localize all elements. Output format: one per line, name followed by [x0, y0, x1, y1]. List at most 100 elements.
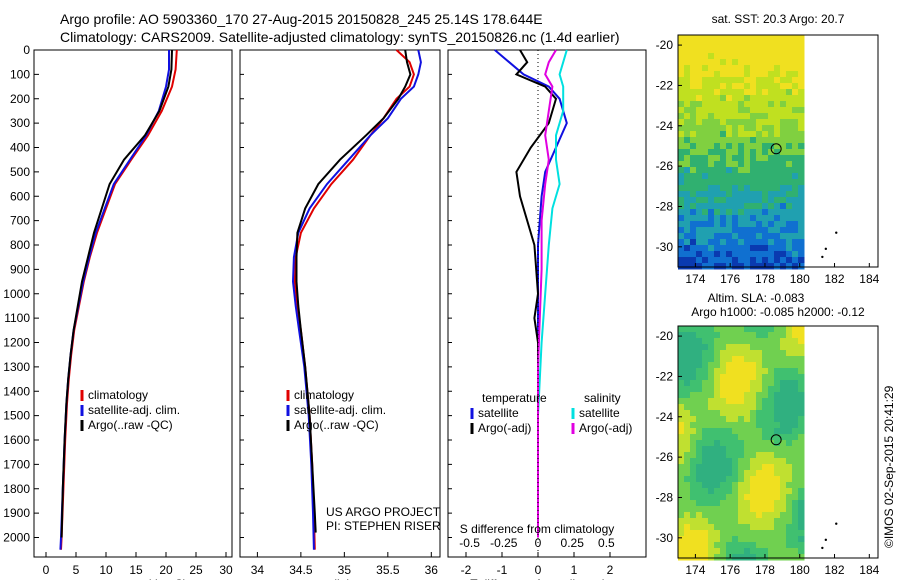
- sst-cell: [780, 107, 787, 114]
- sal-legend-label-1: satellite-adj. clim.: [294, 403, 386, 417]
- sst-cell: [732, 53, 739, 60]
- sla-cell: [732, 446, 739, 453]
- sla-cell: [678, 530, 685, 537]
- temp-x-tick-label: 20: [159, 563, 173, 577]
- sla-cell: [756, 518, 763, 525]
- sst-cell: [744, 47, 751, 54]
- sst-cell: [756, 35, 763, 42]
- sla-cell: [696, 506, 703, 513]
- sla-cell: [786, 524, 793, 531]
- sst-x-tick-label: 174: [685, 272, 705, 286]
- sst-cell: [720, 149, 727, 156]
- sst-cell: [720, 143, 727, 150]
- sst-cell: [726, 161, 733, 168]
- sst-cell: [708, 149, 715, 156]
- sst-cell: [792, 65, 799, 72]
- sla-cell: [690, 392, 697, 399]
- sla-cell: [756, 482, 763, 489]
- temp-y-tick-label: 1700: [3, 457, 30, 471]
- sst-cell: [744, 221, 751, 228]
- temp-y-tick-label: 100: [10, 67, 30, 81]
- sla-cell: [744, 446, 751, 453]
- sla-cell: [702, 380, 709, 387]
- sst-cell: [774, 119, 781, 126]
- sla-cell: [774, 482, 781, 489]
- sst-cell: [714, 77, 721, 84]
- sla-cell: [774, 362, 781, 369]
- sst-cell: [762, 221, 769, 228]
- sla-cell: [732, 434, 739, 441]
- sst-cell: [702, 53, 709, 60]
- sla-cell: [720, 452, 727, 459]
- sst-cell: [738, 221, 745, 228]
- sst-cell: [684, 41, 691, 48]
- sla-cell: [750, 452, 757, 459]
- sla-cell: [786, 356, 793, 363]
- sla-cell: [684, 434, 691, 441]
- sla-cell: [750, 356, 757, 363]
- sla-argo-marker: [770, 434, 782, 446]
- sst-cell: [774, 71, 781, 78]
- sst-cell: [786, 251, 793, 258]
- sst-cell: [708, 185, 715, 192]
- sst-cell: [690, 101, 697, 108]
- sla-cell: [744, 506, 751, 513]
- sst-cell: [738, 119, 745, 126]
- sla-cell: [726, 530, 733, 537]
- sst-cell: [768, 101, 775, 108]
- sst-cell: [684, 149, 691, 156]
- sla-cell: [768, 542, 775, 549]
- sst-cell: [786, 215, 793, 222]
- sst-cell: [792, 203, 799, 210]
- sla-cell: [768, 512, 775, 519]
- sla-map-subtitle: Argo h1000: -0.085 h2000: -0.12: [691, 305, 865, 319]
- sla-cell: [690, 452, 697, 459]
- sla-cell: [702, 386, 709, 393]
- sst-cell: [780, 215, 787, 222]
- sst-cell: [798, 83, 805, 90]
- sla-cell: [756, 470, 763, 477]
- sst-cell: [696, 47, 703, 54]
- sla-cell: [750, 374, 757, 381]
- sla-map-panel: 174 176 178 180 182 184-20-22-24-26-28-30Alti…: [656, 291, 880, 577]
- sla-cell: [696, 416, 703, 423]
- sla-cell: [744, 554, 751, 561]
- sst-cell: [744, 257, 751, 264]
- sla-cell: [714, 362, 721, 369]
- sst-cell: [780, 197, 787, 204]
- sla-cell: [744, 512, 751, 519]
- sst-cell: [774, 47, 781, 54]
- sst-cell: [768, 251, 775, 258]
- sst-cell: [708, 65, 715, 72]
- sst-cell: [726, 131, 733, 138]
- sst-cell: [738, 125, 745, 132]
- sla-cell: [684, 458, 691, 465]
- sla-cell: [774, 332, 781, 339]
- sst-cell: [720, 221, 727, 228]
- sla-cell: [678, 332, 685, 339]
- sla-cell: [744, 398, 751, 405]
- sla-cell: [774, 344, 781, 351]
- sla-cell: [708, 452, 715, 459]
- sla-cell: [696, 392, 703, 399]
- sla-cell: [786, 404, 793, 411]
- sst-cell: [720, 95, 727, 102]
- sla-cell: [696, 326, 703, 333]
- sst-cell: [798, 35, 805, 42]
- sla-x-tick-label: 182: [825, 563, 845, 577]
- sla-cell: [732, 362, 739, 369]
- sla-cell: [720, 392, 727, 399]
- sst-cell: [792, 113, 799, 120]
- sla-cell: [714, 338, 721, 345]
- sla-cell: [762, 362, 769, 369]
- sla-cell: [744, 356, 751, 363]
- sst-cell: [768, 167, 775, 174]
- sst-cell: [792, 137, 799, 144]
- sst-cell: [732, 59, 739, 66]
- sst-cell: [774, 89, 781, 96]
- sst-cell: [762, 47, 769, 54]
- sla-cell: [678, 392, 685, 399]
- sst-cell: [732, 143, 739, 150]
- sla-cell: [708, 548, 715, 555]
- sst-cell: [744, 41, 751, 48]
